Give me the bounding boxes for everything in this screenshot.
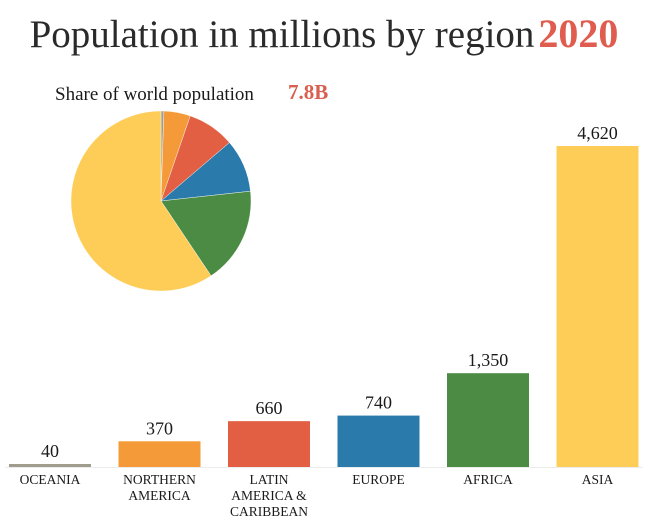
value-labels: 40 370 660 740 1,350 4,620 xyxy=(41,123,618,461)
category-label-latin-america-caribbean: LATIN AMERICA & CARIBBEAN xyxy=(230,472,308,519)
value-label-oceania: 40 xyxy=(41,441,59,461)
bars xyxy=(9,146,639,467)
bar-asia xyxy=(556,146,639,467)
chart-title: Population in millions by region 2020 xyxy=(0,10,648,57)
category-label-line: NORTHERN xyxy=(123,472,196,487)
category-label-line: OCEANIA xyxy=(20,472,81,487)
bar-oceania xyxy=(9,464,91,467)
chart-title-main: Population in millions by region xyxy=(29,13,535,56)
category-label-line: AMERICA & xyxy=(231,488,307,503)
value-label-asia: 4,620 xyxy=(577,123,618,143)
pie-title: Share of world population xyxy=(55,84,254,105)
bar-northern-america xyxy=(118,441,201,467)
category-label-northern-america: NORTHERN AMERICA xyxy=(123,472,196,503)
pie-chart: Share of world population 7.8B xyxy=(55,80,328,292)
category-label-line: ASIA xyxy=(582,472,614,487)
category-label-oceania: OCEANIA xyxy=(20,472,81,487)
bar-latin-america-caribbean xyxy=(228,421,310,467)
category-label-line: AFRICA xyxy=(463,472,513,487)
category-label-line: CARIBBEAN xyxy=(230,504,308,519)
category-label-line: EUROPE xyxy=(352,472,405,487)
pie-slice-africa xyxy=(160,190,252,277)
pie-slices xyxy=(70,110,252,292)
category-label-europe: EUROPE xyxy=(352,472,405,487)
bar-europe xyxy=(337,415,420,467)
category-labels: OCEANIA NORTHERN AMERICA LATIN AMERICA & CARI… xyxy=(20,472,614,519)
chart-title-year: 2020 xyxy=(538,11,619,56)
category-label-line: AMERICA xyxy=(128,488,191,503)
category-label-africa: AFRICA xyxy=(463,472,513,487)
value-label-africa: 1,350 xyxy=(468,350,509,370)
value-label-northern-america: 370 xyxy=(146,418,173,438)
pie-total-label: 7.8B xyxy=(288,80,328,104)
value-label-europe: 740 xyxy=(365,393,392,413)
bar-africa xyxy=(447,373,529,467)
pie-slice-asia xyxy=(70,110,212,292)
category-label-asia: ASIA xyxy=(582,472,614,487)
value-label-latin-america-caribbean: 660 xyxy=(256,398,283,418)
category-label-line: LATIN xyxy=(250,472,289,487)
